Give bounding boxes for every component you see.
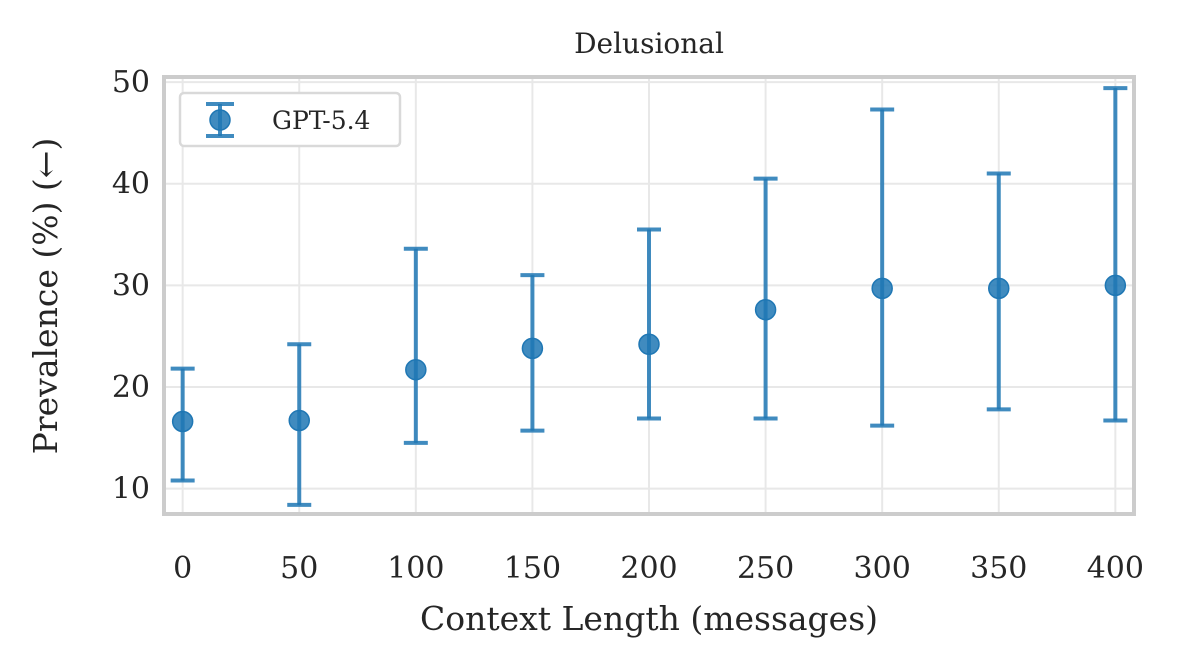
data-point [638,333,660,356]
data-point [521,337,544,360]
x-axis-label: Context Length (messages) [420,599,878,638]
data-point [405,358,427,381]
chart-title: Delusional [574,27,724,60]
y-axis-label: Prevalence (%) (←) [26,138,65,455]
data-point [988,277,1010,300]
legend-label-gpt-5-4: GPT-5.4 [272,106,370,135]
x-tick-label: 50 [280,551,318,586]
y-tick-label: 40 [112,167,150,202]
plot-frame [162,75,1136,516]
data-point [754,298,777,321]
x-tick-label: 100 [387,551,444,586]
data-point [871,277,893,300]
legend: GPT-5.4 [178,91,402,148]
data-point [171,410,194,433]
series-gpt-5-4 [170,86,1128,507]
y-tick-label: 10 [112,472,150,507]
x-tick-label: 250 [737,551,794,586]
x-tick-label: 200 [620,551,677,586]
x-tick-label: 400 [1087,551,1144,586]
x-tick-label: 300 [854,551,911,586]
y-tick-label: 20 [112,370,150,405]
y-tick-label: 30 [112,268,150,303]
x-tick-label: 150 [504,551,561,586]
legend-marker [206,102,234,138]
x-axis-ticks: 0 50 100 150 200 250 300 350 400 [173,551,1144,586]
y-tick-label: 50 [112,65,150,100]
x-tick-label: 0 [173,551,192,586]
data-point [1104,274,1127,297]
legend-box [178,91,402,148]
x-tick-label: 350 [970,551,1027,586]
data-point [288,409,310,432]
y-axis-ticks: 10 20 30 40 50 [112,65,150,507]
